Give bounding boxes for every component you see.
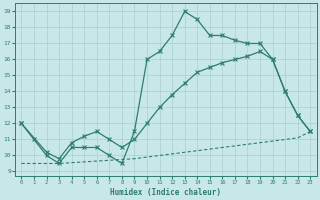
X-axis label: Humidex (Indice chaleur): Humidex (Indice chaleur) (110, 188, 221, 197)
